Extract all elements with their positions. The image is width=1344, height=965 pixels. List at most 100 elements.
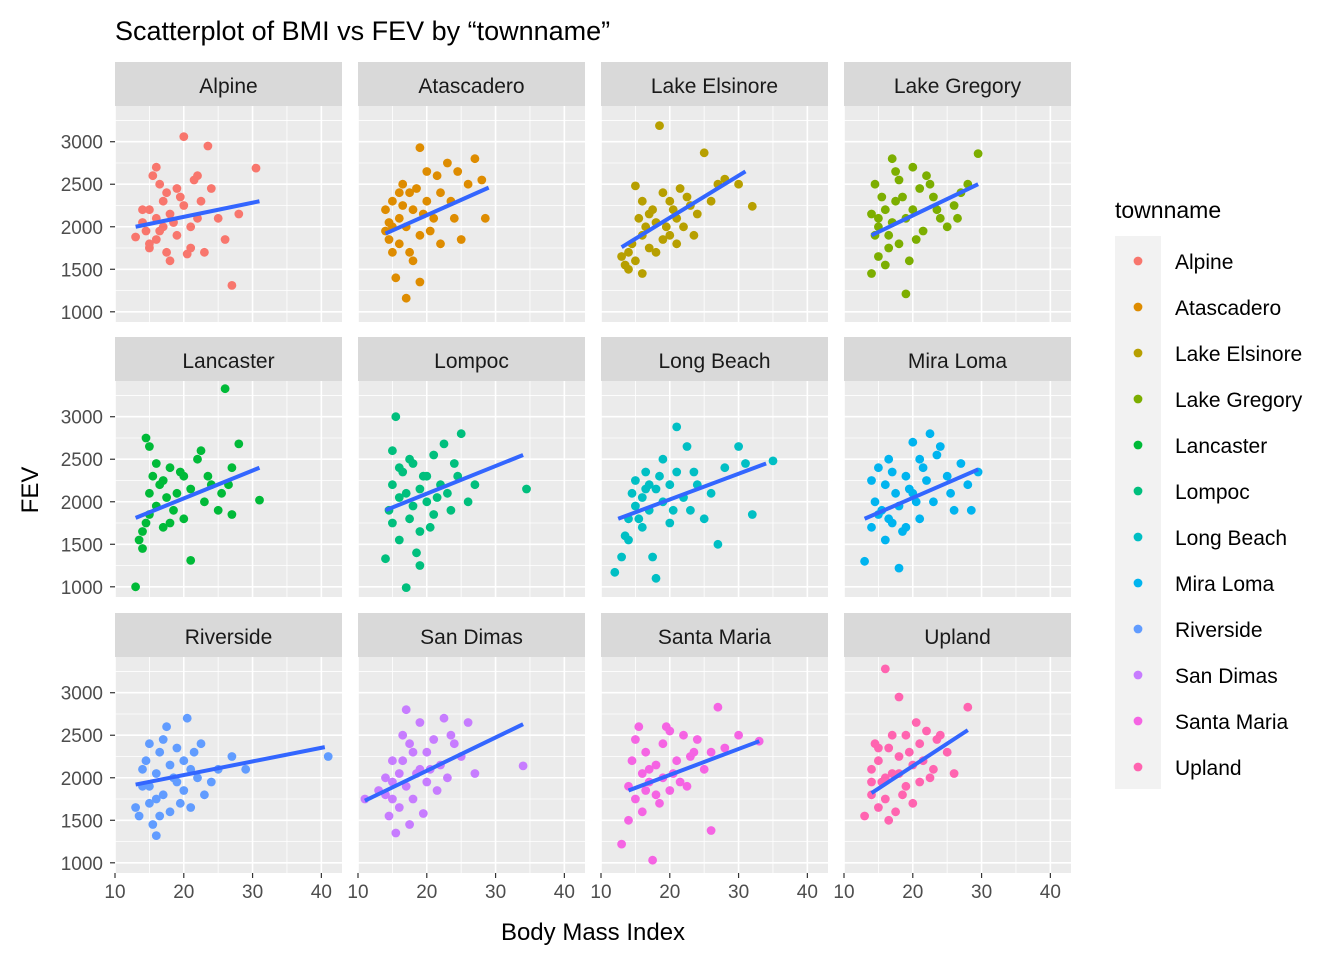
data-point [867,476,876,485]
legend-label: Alpine [1175,251,1233,274]
data-point [894,752,904,761]
data-point [446,505,456,515]
data-point [398,201,408,210]
data-point [151,235,161,244]
y-axis-label: FEV [17,467,44,514]
data-point [179,514,189,524]
facet-panel-santa-maria: Santa Maria [600,613,828,873]
data-point [408,794,418,804]
data-point [887,154,897,164]
data-point [453,167,463,176]
legend-swatch [1133,578,1143,588]
data-point [388,518,397,528]
facet-strip [601,62,828,106]
data-point [200,247,209,257]
data-point [898,192,907,202]
legend-swatch [1133,624,1143,634]
legend-swatch [1133,394,1143,404]
legend: townname Alpine Atascadero Lake Elsinore La… [1115,197,1303,789]
data-point [408,501,418,511]
data-point [415,484,425,494]
data-point [942,471,952,481]
data-point [956,459,966,468]
data-point [138,205,147,215]
data-point [398,179,408,189]
facet-strip [115,613,342,657]
data-point [665,480,675,490]
data-point [422,777,432,787]
data-point [131,803,141,812]
y-tick-label: 3000 [61,133,103,154]
y-tick-label: 3000 [61,684,103,705]
legend-label: Lake Gregory [1175,389,1303,412]
data-point [405,247,414,257]
facet-strip [844,337,1071,381]
data-point [887,769,897,778]
data-point [692,209,702,219]
data-point [162,188,172,198]
data-point [165,209,175,219]
data-point [398,756,408,766]
data-point [394,769,404,778]
data-point [692,735,702,744]
data-point [627,756,637,766]
data-point [405,454,414,464]
data-point [634,514,644,524]
data-point [624,247,633,257]
data-point [165,463,175,473]
data-point [768,456,778,466]
data-point [661,722,671,732]
data-point [227,510,237,519]
data-point [405,739,414,749]
trend-line [384,185,490,236]
data-point [860,811,869,821]
trend-line [384,453,524,513]
legend-swatch [1133,670,1143,680]
data-point [904,484,914,494]
data-point [661,222,671,232]
data-point [637,493,647,502]
facet-panel-lancaster: Lancaster [114,337,342,597]
facet-strip [358,337,585,381]
data-point [381,773,390,783]
data-point [949,769,959,778]
x-tick-label: 10 [833,882,854,903]
data-point [470,154,480,164]
data-point [637,522,647,532]
data-point [394,463,404,473]
facet-strip-label: Lake Elsinore [651,75,778,98]
data-point [911,718,921,727]
data-point [953,213,962,223]
data-point [631,735,640,744]
data-point [394,239,404,249]
x-tick-label: 20 [902,882,923,903]
data-point [463,179,473,189]
data-point [935,442,945,451]
legend-item: San Dimas [1133,665,1278,688]
data-point [477,175,487,185]
data-point [932,450,942,460]
data-point [682,192,692,202]
data-point [189,747,199,757]
data-point [196,196,206,206]
x-tick-label: 10 [590,882,611,903]
data-point [388,446,397,456]
facet-panel-lompoc: Lompoc [357,337,585,597]
facet-panel-lake-gregory: Lake Gregory [843,62,1071,322]
data-point [949,505,959,515]
data-point [449,213,459,223]
data-point [394,535,404,545]
data-point [186,222,196,232]
legend-item: Lake Elsinore [1133,343,1302,366]
data-point [405,188,414,198]
data-point [394,213,404,223]
data-point [668,505,678,515]
data-point [898,527,907,536]
data-point [425,226,435,236]
data-point [922,476,931,485]
y-axis: 1000 1500 2000 2500 3000 1000 1500 2000 2500 3000… [61,133,115,875]
data-point [651,760,661,770]
data-point [148,820,158,829]
data-point [227,463,237,473]
data-point [637,196,647,206]
